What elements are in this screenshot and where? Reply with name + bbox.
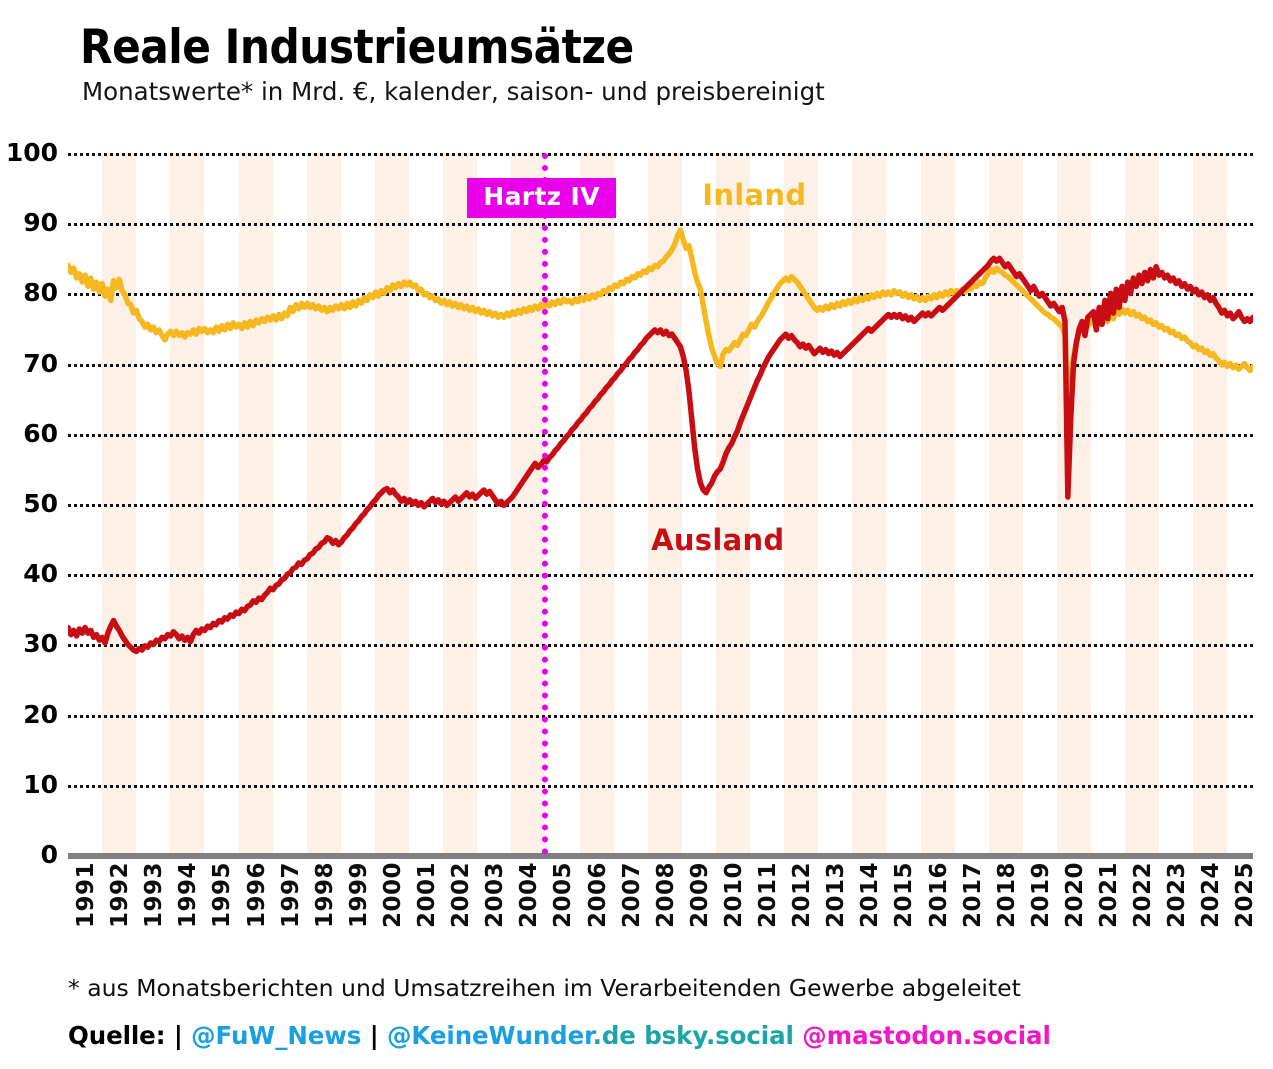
x-axis-tick: 2006 xyxy=(584,862,611,929)
hartz-iv-badge: Hartz IV xyxy=(467,178,616,219)
handle-keinewunder[interactable]: @KeineWunder xyxy=(387,1021,593,1050)
y-axis-tick: 100 xyxy=(5,138,58,167)
source-prefix: Quelle: | xyxy=(68,1021,183,1050)
source-space-3 xyxy=(379,1021,387,1050)
handle-fuw-news[interactable]: @FuW_News xyxy=(191,1021,362,1050)
chart-subtitle: Monatswerte* in Mrd. €, kalender, saison… xyxy=(82,76,825,106)
gridline xyxy=(68,293,1253,297)
source-space-4 xyxy=(794,1021,802,1050)
gridline xyxy=(68,784,1253,788)
series-label-inland: Inland xyxy=(702,178,807,212)
y-axis-tick: 0 xyxy=(40,840,58,869)
y-axis-tick: 10 xyxy=(23,769,58,799)
x-axis-tick: 1995 xyxy=(209,862,236,929)
source-separator: | xyxy=(369,1021,379,1050)
series-lines xyxy=(68,227,1253,655)
y-axis-tick: 80 xyxy=(23,278,58,308)
gridline xyxy=(68,574,1253,578)
y-axis-tick: 90 xyxy=(23,208,58,238)
y-axis-tick: 30 xyxy=(23,629,58,659)
y-axis-tick: 60 xyxy=(23,418,58,448)
plot-area xyxy=(68,153,1253,855)
footnote-text: * aus Monatsberichten und Umsatzreihen i… xyxy=(68,974,1021,1002)
gridline xyxy=(68,644,1253,648)
x-axis-tick: 1997 xyxy=(277,862,304,929)
x-axis-tick: 1994 xyxy=(175,862,202,929)
x-axis-tick: 2008 xyxy=(652,862,679,929)
x-axis-tick: 2001 xyxy=(414,862,441,929)
x-axis-tick: 2024 xyxy=(1198,862,1225,929)
x-axis-tick: 2005 xyxy=(550,862,577,929)
gridline xyxy=(68,223,1253,227)
gridline xyxy=(68,504,1253,507)
x-axis-tick: 1998 xyxy=(311,862,338,929)
x-axis-tick: 2015 xyxy=(891,862,918,929)
gridline xyxy=(68,433,1253,437)
x-axis-tick: 2000 xyxy=(379,862,406,929)
x-axis-tick: 2023 xyxy=(1164,862,1191,929)
x-axis-tick: 2021 xyxy=(1096,862,1123,929)
y-axis-tick: 70 xyxy=(23,348,58,378)
axis-baseline xyxy=(68,853,1253,859)
x-axis-tick: 1996 xyxy=(243,862,270,929)
source-space-2 xyxy=(361,1021,369,1050)
x-axis-tick: 2014 xyxy=(857,862,884,929)
x-axis-tick: 2020 xyxy=(1061,862,1088,929)
page-title: Reale Industrieumsätze xyxy=(80,20,634,75)
x-axis-tick: 2018 xyxy=(993,862,1020,929)
x-axis-tick: 1999 xyxy=(345,862,372,929)
y-axis-tick: 40 xyxy=(23,559,58,589)
line-ausland xyxy=(68,255,1253,655)
x-axis-tick: 2013 xyxy=(823,862,850,929)
x-axis-tick: 2017 xyxy=(959,862,986,929)
x-axis-tick: 2004 xyxy=(516,862,543,929)
line-inland xyxy=(68,227,1253,409)
x-axis-tick: 2011 xyxy=(755,862,782,929)
x-axis-tick: 2009 xyxy=(686,862,713,929)
x-axis-tick: 1991 xyxy=(73,862,100,929)
x-axis-tick: 2016 xyxy=(925,862,952,929)
source-line: Quelle: | @FuW_News | @KeineWunder.de bs… xyxy=(68,1021,1051,1050)
x-axis-tick: 2025 xyxy=(1232,862,1259,929)
handle-keinewunder-suffix[interactable]: .de bsky.social xyxy=(592,1021,794,1050)
x-axis-tick: 2010 xyxy=(720,862,747,929)
gridline xyxy=(68,153,1253,156)
source-space-1 xyxy=(183,1021,191,1050)
handle-mastodon[interactable]: @mastodon.social xyxy=(802,1021,1051,1050)
x-axis-tick: 2012 xyxy=(789,862,816,929)
hartz-iv-marker-line xyxy=(542,153,549,855)
y-axis-tick: 50 xyxy=(23,489,58,518)
x-axis: 1991 1992 1993 1994 1995 1996 1997 1998 1999 2000… xyxy=(68,862,1259,957)
series-label-ausland: Ausland xyxy=(651,523,785,558)
x-axis-tick: 2007 xyxy=(618,862,645,929)
x-axis-tick: 2002 xyxy=(448,862,475,929)
gridline xyxy=(68,714,1253,718)
x-axis-tick: 2003 xyxy=(482,862,509,929)
x-axis-tick: 2019 xyxy=(1027,862,1054,929)
x-axis-tick: 1992 xyxy=(107,862,134,929)
x-axis-tick: 2022 xyxy=(1130,862,1157,929)
chart-header: Reale Industrieumsätze Monatswerte* in M… xyxy=(80,24,1230,106)
y-axis-tick: 20 xyxy=(23,699,58,729)
x-axis-tick: 1993 xyxy=(141,862,168,929)
gridline xyxy=(68,363,1253,367)
